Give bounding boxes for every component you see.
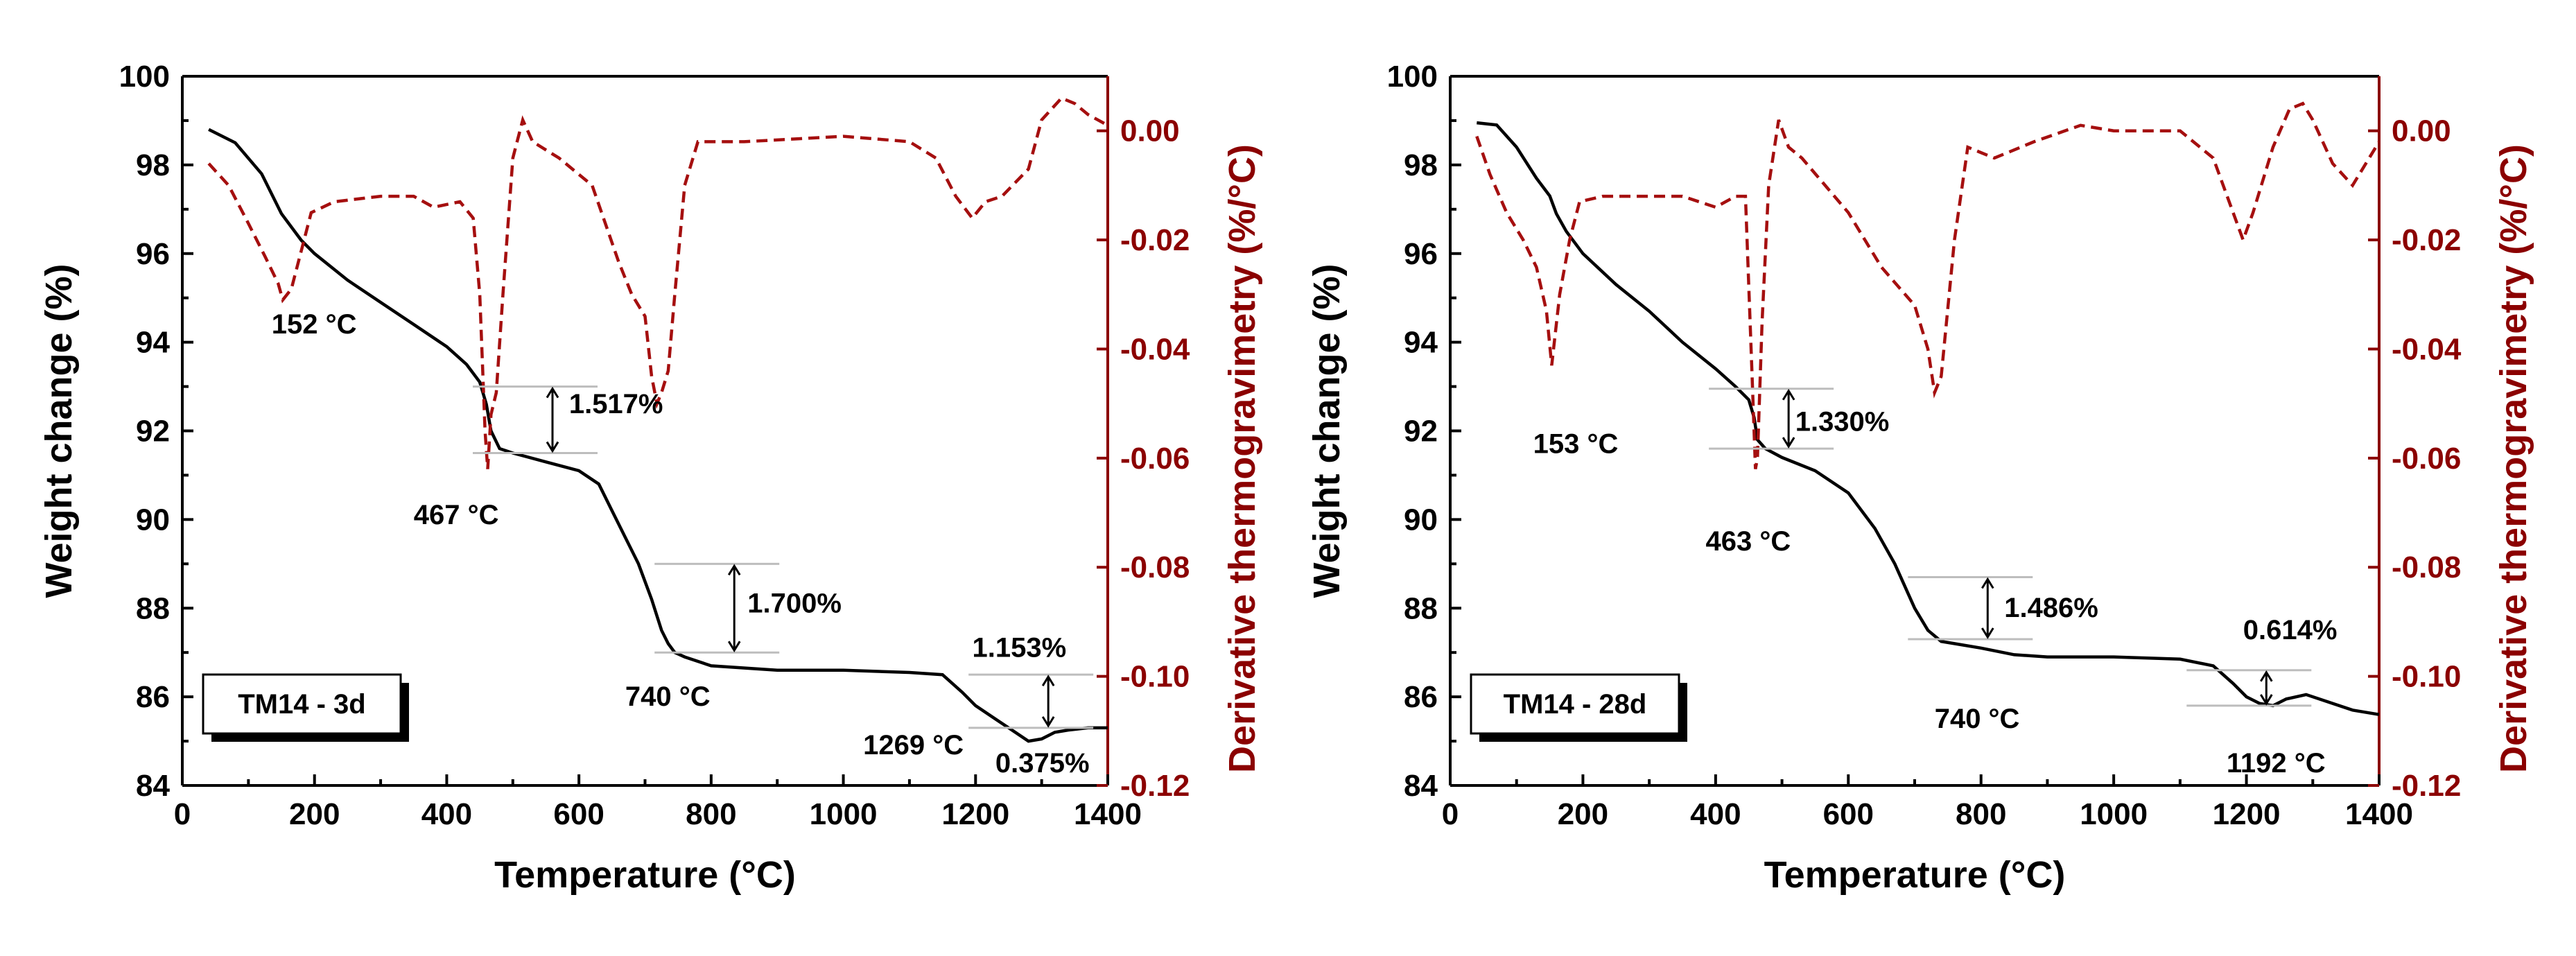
panel-label-text: TM14 - 28d [1504,689,1647,720]
y-tick-label: 88 [1404,591,1438,625]
panel-label-box [202,673,402,735]
y2-tick-label: -0.04 [2392,332,2462,366]
y2-axis-title: Derivative thermogravimetry (%/°C) [2493,144,2534,773]
x-tick-label: 600 [553,797,604,831]
x-tick-label: 800 [1956,797,2006,831]
step-arrow-head-down [727,641,741,653]
y2-tick-label: -0.04 [1120,332,1190,366]
x-tick-label: 1200 [2213,797,2281,831]
y2-tick-label: -0.10 [1120,660,1190,694]
step-arrow-head-down [1981,627,1994,639]
x-tick-label: 1400 [2345,797,2413,831]
y-tick-label: 94 [136,326,170,360]
annotation-label: 153 °C [1533,428,1619,459]
annotation-label: 740 °C [1935,704,2020,734]
annotation-label: 1269 °C [863,730,964,761]
step-arrow-head-up [2260,670,2273,682]
annotation-label: 467 °C [414,500,499,530]
weight-series-line [1477,121,2379,716]
y2-tick-label: -0.06 [2392,442,2461,476]
x-tick-label: 400 [421,797,472,831]
y2-tick-label: -0.08 [2392,550,2461,584]
step-arrow-head-down [546,441,559,453]
annotation-label: 463 °C [1706,526,1791,557]
step-arrow-head-down [2260,694,2273,706]
annotation-label: 152 °C [272,309,357,340]
annotation-label: 1.330% [1795,407,1890,437]
annotation-label: 740 °C [625,681,711,712]
annotation-label: 0.614% [2243,615,2338,645]
dtg-series-line [207,96,1108,469]
x-tick-label: 1200 [941,797,1009,831]
annotation-label: 1192 °C [2227,748,2326,779]
y-tick-label: 90 [136,503,170,537]
annotation-label: 1.486% [2004,593,2098,623]
step-arrow-head-up [727,564,741,576]
y-tick-label: 90 [1404,503,1438,537]
y-tick-label: 88 [136,591,170,625]
x-axis-title: Temperature (°C) [1764,854,2066,896]
y-tick-label: 96 [136,237,170,271]
step-arrow-head-up [546,386,559,399]
y-axis-title: Weight change (%) [1306,263,1348,598]
panel-label-text: TM14 - 3d [238,689,365,720]
annotation-label: 1.700% [747,589,842,619]
y2-tick-label: 0.00 [1120,114,1180,148]
x-tick-label: 1400 [1074,797,1142,831]
y2-tick-label: -0.12 [2392,769,2461,803]
y2-tick-label: -0.10 [2392,660,2461,694]
step-arrow-head-up [1041,675,1055,686]
y-tick-label: 100 [1387,60,1438,94]
step-arrow-head-down [1782,437,1795,449]
y2-tick-label: -0.12 [1120,769,1190,803]
y-tick-label: 94 [1404,326,1438,360]
y-tick-label: 98 [1404,148,1438,182]
x-tick-label: 800 [686,797,736,831]
annotation-label: 1.517% [569,389,663,419]
dtg-series-line [1475,101,2379,470]
y2-tick-label: -0.08 [1120,550,1190,584]
y2-tick-label: -0.02 [1120,223,1190,257]
chart-panel-1: 0 200 400 600 800 1000 1200 1400 84 86 88 90 92 94 96 9… [38,60,1263,896]
step-arrow-head-down [1041,716,1055,728]
annotation-label: 1.153% [973,633,1067,663]
chart-panel-2: 0 200 400 600 800 1000 1200 1400 84 86 88 90 92 94 96 9… [1306,60,2534,896]
step-arrow-head-up [1981,577,1994,589]
y2-tick-label: 0.00 [2392,114,2451,148]
x-tick-label: 600 [1823,797,1874,831]
y-tick-label: 100 [119,60,170,94]
x-tick-label: 1000 [2080,797,2148,831]
weight-series-line [208,128,1108,743]
y2-tick-label: -0.02 [2392,223,2461,257]
x-tick-label: 400 [1690,797,1741,831]
y-tick-label: 84 [136,769,170,803]
x-tick-label: 200 [289,797,340,831]
y-tick-label: 86 [1404,680,1438,714]
x-tick-label: 200 [1558,797,1608,831]
y-tick-label: 86 [136,680,170,714]
y2-tick-label: -0.06 [1120,442,1190,476]
y-tick-label: 98 [136,148,170,182]
y-tick-label: 84 [1404,769,1438,803]
step-arrow-head-up [1782,388,1795,401]
x-tick-label: 0 [174,797,191,831]
y-tick-label: 92 [136,415,170,449]
y2-axis-title: Derivative thermogravimetry (%/°C) [1221,144,1263,773]
x-tick-label: 0 [1442,797,1459,831]
y-axis-title: Weight change (%) [38,263,80,598]
y-tick-label: 92 [1404,415,1438,449]
x-tick-label: 1000 [810,797,878,831]
annotation-label: 0.375% [995,748,1090,779]
panel-label-box [1470,673,1680,735]
y-tick-label: 96 [1404,237,1438,271]
x-axis-title: Temperature (°C) [494,854,796,896]
